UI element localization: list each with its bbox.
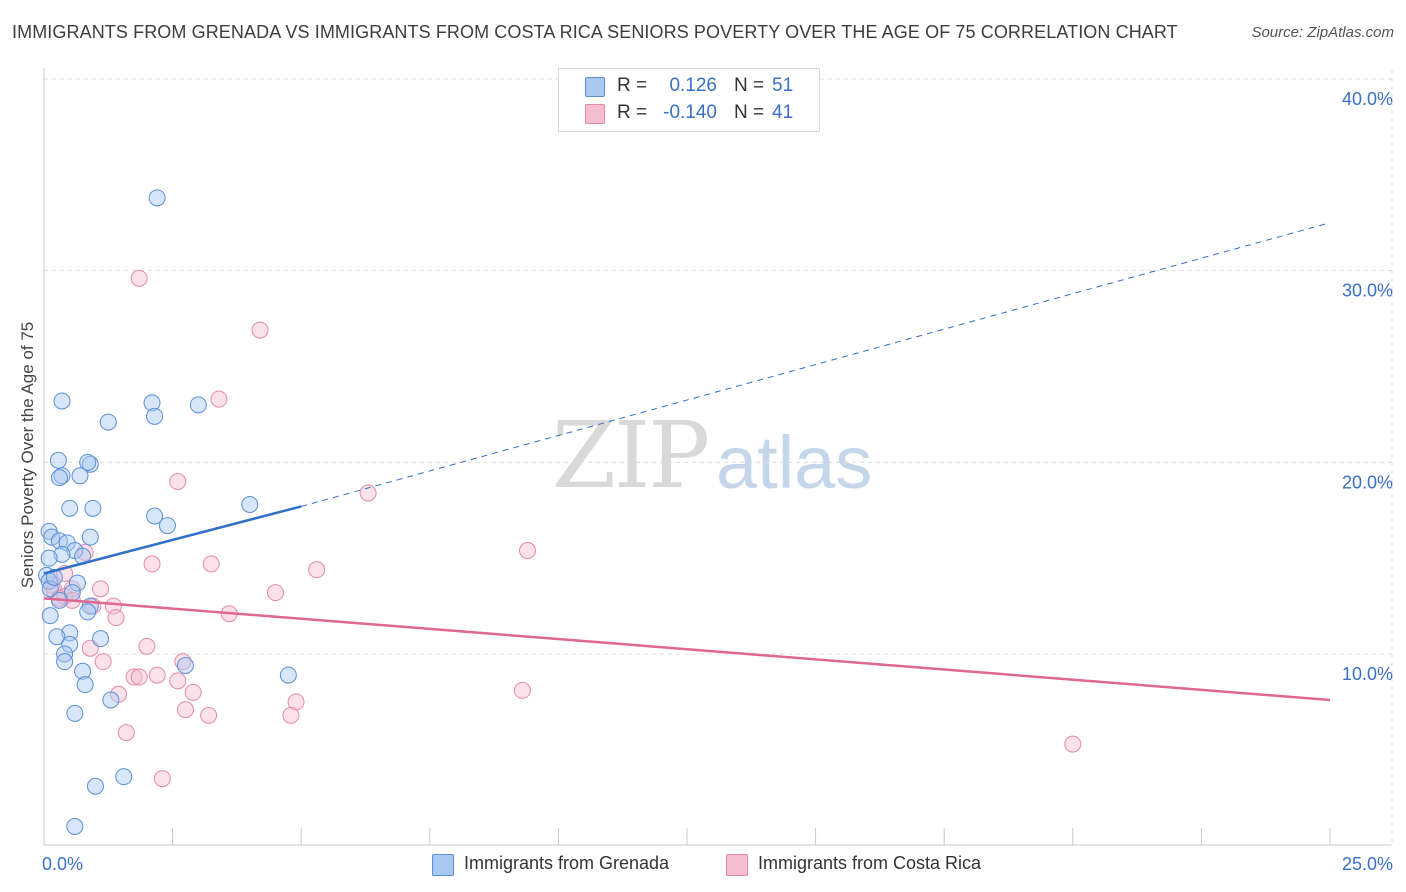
bottom-legend-costarica: Immigrants from Costa Rica <box>726 852 1026 876</box>
costarica-point <box>1064 735 1082 753</box>
grenada-point <box>43 528 61 546</box>
costarica-point <box>287 693 305 711</box>
costarica-point <box>138 637 156 655</box>
y-tick-label: 10.0% <box>1342 664 1393 684</box>
grenada-point <box>146 407 164 425</box>
n-label: N = <box>734 75 765 96</box>
costarica-point <box>176 701 194 719</box>
grenada-point <box>176 657 194 674</box>
costarica-point <box>130 668 148 686</box>
n-value: 51 <box>772 75 794 96</box>
grenada-point <box>41 607 59 625</box>
grenada-point <box>74 662 92 680</box>
grenada-point <box>241 496 259 513</box>
costarica-point <box>153 770 171 788</box>
legend-row-costarica: R = -0.140 N = 41 <box>559 101 819 127</box>
grenada-point <box>146 507 164 525</box>
grenada-trend-line <box>43 505 302 575</box>
grenada-point <box>92 630 110 648</box>
grenada-point <box>148 189 166 207</box>
costarica-point <box>513 681 531 699</box>
costarica-point <box>94 653 112 671</box>
costarica-point <box>148 666 166 684</box>
grenada-trend-extension <box>301 222 1331 507</box>
grenada-point <box>279 666 297 684</box>
grenada-point <box>50 469 68 487</box>
grenada-point <box>143 394 161 412</box>
costarica-point <box>130 269 148 287</box>
costarica-point <box>266 584 284 602</box>
costarica-legend-swatch <box>726 854 748 876</box>
grenada-point <box>189 396 207 414</box>
grenada-point <box>61 635 79 653</box>
costarica-swatch <box>585 104 605 124</box>
grenada-point <box>81 528 99 546</box>
costarica-point <box>200 706 218 724</box>
costarica-point <box>107 609 125 627</box>
grenada-point <box>61 499 79 517</box>
costarica-point <box>143 555 161 573</box>
chart-title: IMMIGRANTS FROM GRENADA VS IMMIGRANTS FR… <box>12 22 1178 42</box>
costarica-point <box>202 555 220 573</box>
grenada-point <box>115 768 133 786</box>
grenada-legend-swatch <box>432 854 454 876</box>
n-label: N = <box>734 102 765 123</box>
grenada-swatch <box>585 77 605 97</box>
grenada-point <box>79 453 97 471</box>
grenada-point <box>53 392 71 410</box>
r-value: 0.126 <box>669 75 717 96</box>
costarica-point <box>210 390 228 408</box>
grenada-point <box>49 451 67 469</box>
costarica-point <box>184 683 202 701</box>
grenada-point <box>66 704 84 722</box>
grenada-point <box>84 499 102 517</box>
grenada-point <box>68 574 86 592</box>
grenada-legend-label: Immigrants from Grenada <box>464 853 670 873</box>
r-value: -0.140 <box>663 102 717 123</box>
grenada-point <box>76 676 94 694</box>
grenada-point <box>71 467 89 485</box>
grenada-point <box>81 455 99 473</box>
r-label: R = <box>617 75 648 96</box>
costarica-point <box>92 580 110 598</box>
r-label: R = <box>617 102 648 123</box>
grenada-point <box>158 517 176 535</box>
costarica-legend-label: Immigrants from Costa Rica <box>758 853 982 873</box>
costarica-point <box>308 561 326 579</box>
grenada-point <box>40 549 58 567</box>
correlation-legend: R = 0.126 N = 51 R = -0.140 N = 41 <box>558 68 820 132</box>
grenada-point <box>66 818 84 835</box>
costarica-point <box>117 724 135 742</box>
costarica-point <box>282 706 300 724</box>
costarica-point <box>169 672 187 690</box>
grenada-point <box>86 777 104 795</box>
costarica-point <box>125 668 143 686</box>
grenada-point <box>99 413 117 431</box>
costarica-point <box>251 321 269 339</box>
y-tick-label: 20.0% <box>1342 472 1393 492</box>
source-label: Source: ZipAtlas.com <box>1251 24 1394 41</box>
costarica-point <box>519 542 537 559</box>
grenada-point <box>56 653 74 671</box>
legend-row-grenada: R = 0.126 N = 51 <box>559 74 819 100</box>
grenada-point <box>48 628 66 646</box>
grenada-point <box>53 545 71 563</box>
y-tick-label: 40.0% <box>1342 89 1393 109</box>
costarica-point <box>359 484 377 502</box>
grenada-point <box>45 568 63 586</box>
grenada-point <box>79 603 97 621</box>
bottom-legend-grenada: Immigrants from Grenada <box>432 852 712 876</box>
costarica-trend-line <box>43 597 1331 702</box>
n-value: 41 <box>772 102 794 123</box>
watermark-zip: ZIP <box>552 402 710 509</box>
x-tick-label-min: 0.0% <box>42 854 83 874</box>
grenada-point <box>53 467 71 485</box>
costarica-point <box>169 473 187 490</box>
x-tick-label-max: 25.0% <box>1342 854 1393 874</box>
y-tick-label: 30.0% <box>1342 281 1393 301</box>
grenada-point <box>102 691 120 709</box>
